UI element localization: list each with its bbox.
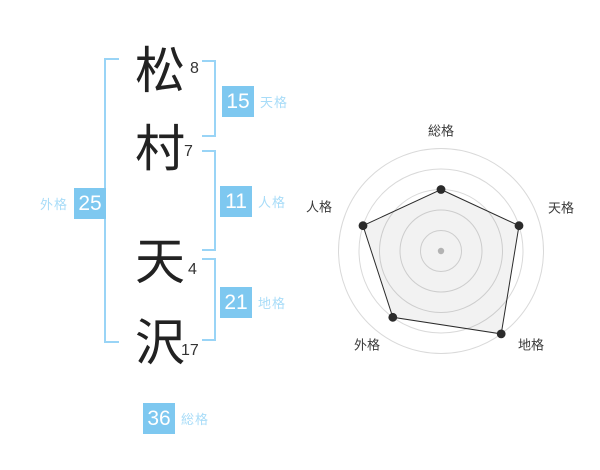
chikaku-value-badge: 21 (220, 287, 252, 318)
radar-grid-ring (338, 148, 544, 354)
radar-data-point (358, 221, 368, 231)
name-char-4: 沢 (135, 315, 185, 371)
radar-data-point (388, 312, 398, 322)
name-char-3: 天 (135, 234, 185, 290)
radar-axis-label: 地格 (518, 338, 544, 353)
stroke-count-2: 7 (184, 143, 193, 160)
soukaku-badge-row: 36 総格 (143, 403, 209, 434)
soukaku-label: 総格 (181, 412, 210, 427)
stroke-count-1: 8 (190, 60, 199, 77)
jinkaku-badge-row: 11 人格 (220, 186, 286, 217)
gaikaku-value-badge: 25 (74, 188, 107, 219)
radar-data-point (436, 185, 446, 194)
tenkaku-bracket (202, 60, 216, 137)
name-char-1: 松 (135, 43, 185, 99)
radar-grid-ring (358, 168, 524, 334)
stroke-count-3: 4 (188, 261, 197, 278)
chikaku-badge-row: 21 地格 (220, 287, 286, 318)
tenkaku-badge-row: 15 天格 (222, 86, 288, 117)
radar-axis-label: 総格 (428, 124, 454, 139)
name-char-2: 村 (135, 121, 185, 177)
chikaku-bracket (202, 258, 216, 341)
stroke-count-4: 17 (181, 342, 199, 359)
radar-data-polygon (362, 188, 520, 335)
radar-data-point (514, 221, 524, 231)
jinkaku-label: 人格 (258, 195, 287, 210)
tenkaku-label: 天格 (260, 95, 289, 110)
chikaku-label: 地格 (258, 296, 287, 311)
radar-data-point (496, 329, 506, 339)
radar-axis-label: 天格 (548, 201, 574, 216)
radar-center-dot (437, 247, 445, 255)
gaikaku-badge-row: 外格 25 (40, 188, 107, 219)
tenkaku-value-badge: 15 (222, 86, 254, 117)
jinkaku-bracket (202, 150, 216, 251)
radar-grid-ring (399, 209, 483, 293)
gaikaku-label: 外格 (40, 197, 69, 212)
gaikaku-bracket (104, 58, 119, 343)
soukaku-value-badge: 36 (143, 403, 175, 434)
jinkaku-value-badge: 11 (220, 186, 252, 217)
radar-axis-label: 外格 (354, 338, 380, 353)
radar-grid-ring (420, 230, 462, 272)
radar-axis-label: 人格 (306, 200, 332, 215)
